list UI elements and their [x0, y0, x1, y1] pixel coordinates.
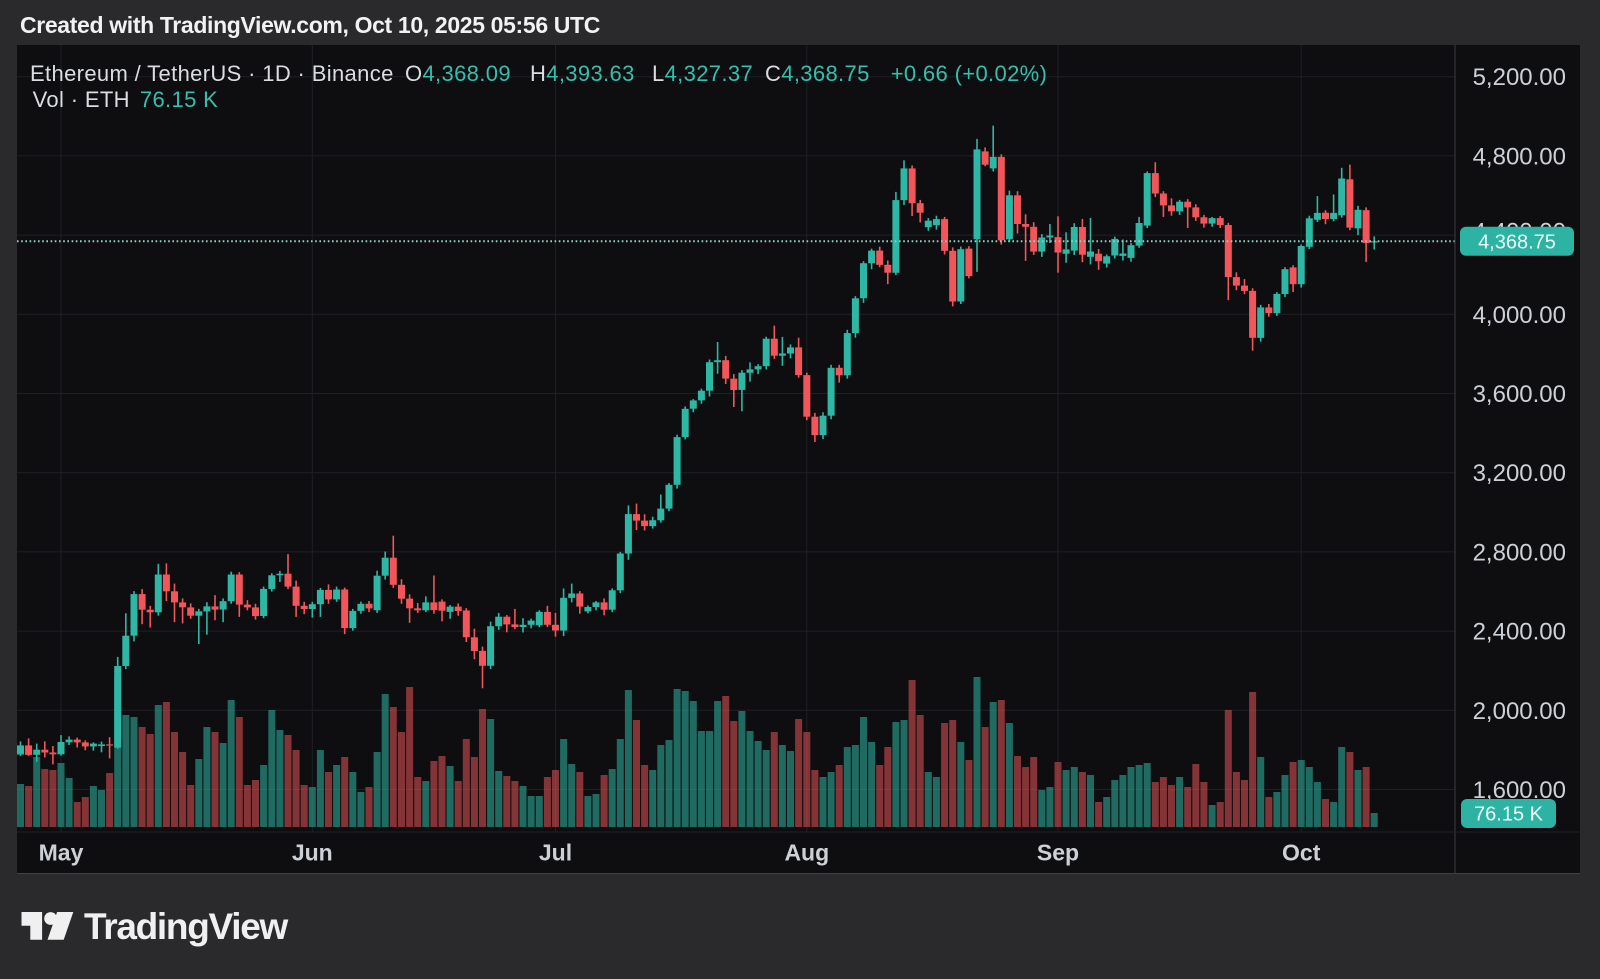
svg-text:2,400.00: 2,400.00	[1473, 619, 1566, 646]
svg-text:3,600.00: 3,600.00	[1473, 381, 1566, 408]
svg-text:Aug: Aug	[784, 840, 829, 866]
svg-text:2,800.00: 2,800.00	[1473, 539, 1566, 566]
svg-text:May: May	[39, 840, 84, 866]
svg-text:2,000.00: 2,000.00	[1473, 698, 1566, 725]
svg-text:Jul: Jul	[539, 840, 572, 866]
svg-text:Sep: Sep	[1037, 840, 1079, 866]
svg-text:Jun: Jun	[292, 840, 333, 866]
svg-text:4,368.75: 4,368.75	[1478, 232, 1556, 254]
svg-text:3,200.00: 3,200.00	[1473, 460, 1566, 487]
svg-text:5,200.00: 5,200.00	[1473, 64, 1566, 91]
svg-text:4,800.00: 4,800.00	[1473, 143, 1566, 170]
svg-text:Oct: Oct	[1282, 840, 1321, 866]
svg-text:76.15 K: 76.15 K	[1474, 804, 1544, 826]
svg-text:4,000.00: 4,000.00	[1473, 302, 1566, 329]
